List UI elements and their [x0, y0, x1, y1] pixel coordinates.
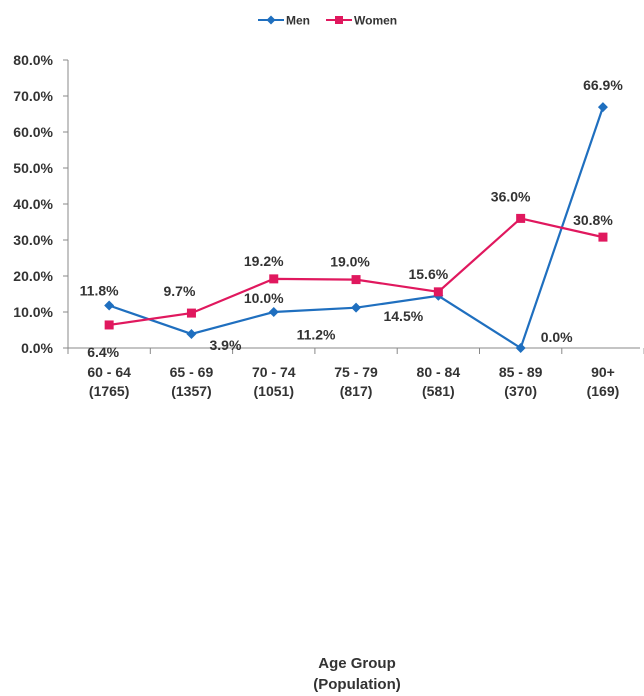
legend: Men Women: [258, 14, 397, 28]
data-label-women: 19.0%: [330, 254, 370, 270]
x-tick-label: 70 - 74: [252, 364, 296, 380]
data-point-men: [268, 307, 279, 317]
data-point-men: [515, 343, 526, 353]
x-tick-label: 80 - 84: [417, 364, 461, 380]
x-tick-label: (1765): [89, 383, 129, 399]
x-tick-label: (1051): [254, 383, 294, 399]
x-axis-subtitle: (Population): [313, 676, 400, 693]
data-point-women: [516, 213, 526, 223]
x-tick-label: (370): [504, 383, 537, 399]
data-point-men: [186, 328, 197, 339]
data-label-women: 30.8%: [573, 212, 613, 228]
data-point-men: [351, 302, 362, 313]
y-tick-label: 60.0%: [13, 124, 53, 140]
x-tick-label: (817): [340, 383, 373, 399]
data-point-women: [433, 287, 443, 297]
data-label-men: 11.8%: [80, 283, 119, 299]
data-point-men: [104, 300, 115, 311]
data-point-women: [351, 275, 361, 285]
x-tick-label: 60 - 64: [87, 364, 131, 380]
y-tick-label: 40.0%: [13, 196, 53, 212]
x-tick-label: 90+: [591, 364, 615, 380]
data-label-men: 10.0%: [244, 290, 284, 306]
data-point-women: [269, 274, 279, 284]
data-label-women: 9.7%: [163, 283, 195, 299]
data-label-women: 15.6%: [408, 266, 448, 282]
y-tick-label: 70.0%: [13, 88, 53, 104]
y-tick-label: 30.0%: [13, 232, 53, 248]
x-tick-label: 65 - 69: [170, 364, 214, 380]
legend-label-men: Men: [286, 14, 310, 28]
data-label-women: 6.4%: [87, 344, 119, 360]
legend-marker-men: [266, 15, 276, 25]
data-label-women: 19.2%: [244, 253, 284, 269]
data-labels: 11.8% 3.9% 10.0% 11.2% 14.5% 0.0% 66.9% 6.4% 9.7…: [80, 77, 624, 360]
x-tick-label: (581): [422, 383, 455, 399]
data-label-men: 0.0%: [541, 329, 573, 345]
x-tick-label: (169): [587, 383, 620, 399]
x-tick-label: 85 - 89: [499, 364, 543, 380]
data-point-women: [186, 308, 196, 318]
y-tick-label: 80.0%: [13, 52, 53, 68]
data-point-men: [597, 102, 608, 113]
x-axis-title: Age Group: [318, 655, 396, 672]
legend-label-women: Women: [354, 14, 397, 28]
x-axis: 60 - 64 (1765) 65 - 69 (1357) 70 - 74 (1051) 7…: [67, 347, 644, 399]
data-label-men: 66.9%: [583, 77, 623, 93]
y-tick-label: 20.0%: [13, 268, 53, 284]
data-point-women: [598, 232, 608, 242]
y-axis: 0.0% 10.0% 20.0% 30.0% 40.0% 50.0% 60.0% 70.0% 8…: [13, 52, 69, 356]
data-label-men: 3.9%: [209, 337, 241, 353]
y-tick-label: 50.0%: [13, 160, 53, 176]
x-tick-label: 75 - 79: [334, 364, 378, 380]
data-label-men: 11.2%: [297, 327, 336, 343]
y-tick-label: 0.0%: [21, 340, 53, 356]
x-tick-label: (1357): [171, 383, 211, 399]
data-label-men: 14.5%: [383, 308, 423, 324]
series-layer: [104, 102, 608, 353]
data-point-women: [104, 320, 114, 330]
data-label-women: 36.0%: [491, 188, 531, 204]
legend-marker-women: [335, 16, 343, 24]
y-tick-label: 10.0%: [13, 304, 53, 320]
